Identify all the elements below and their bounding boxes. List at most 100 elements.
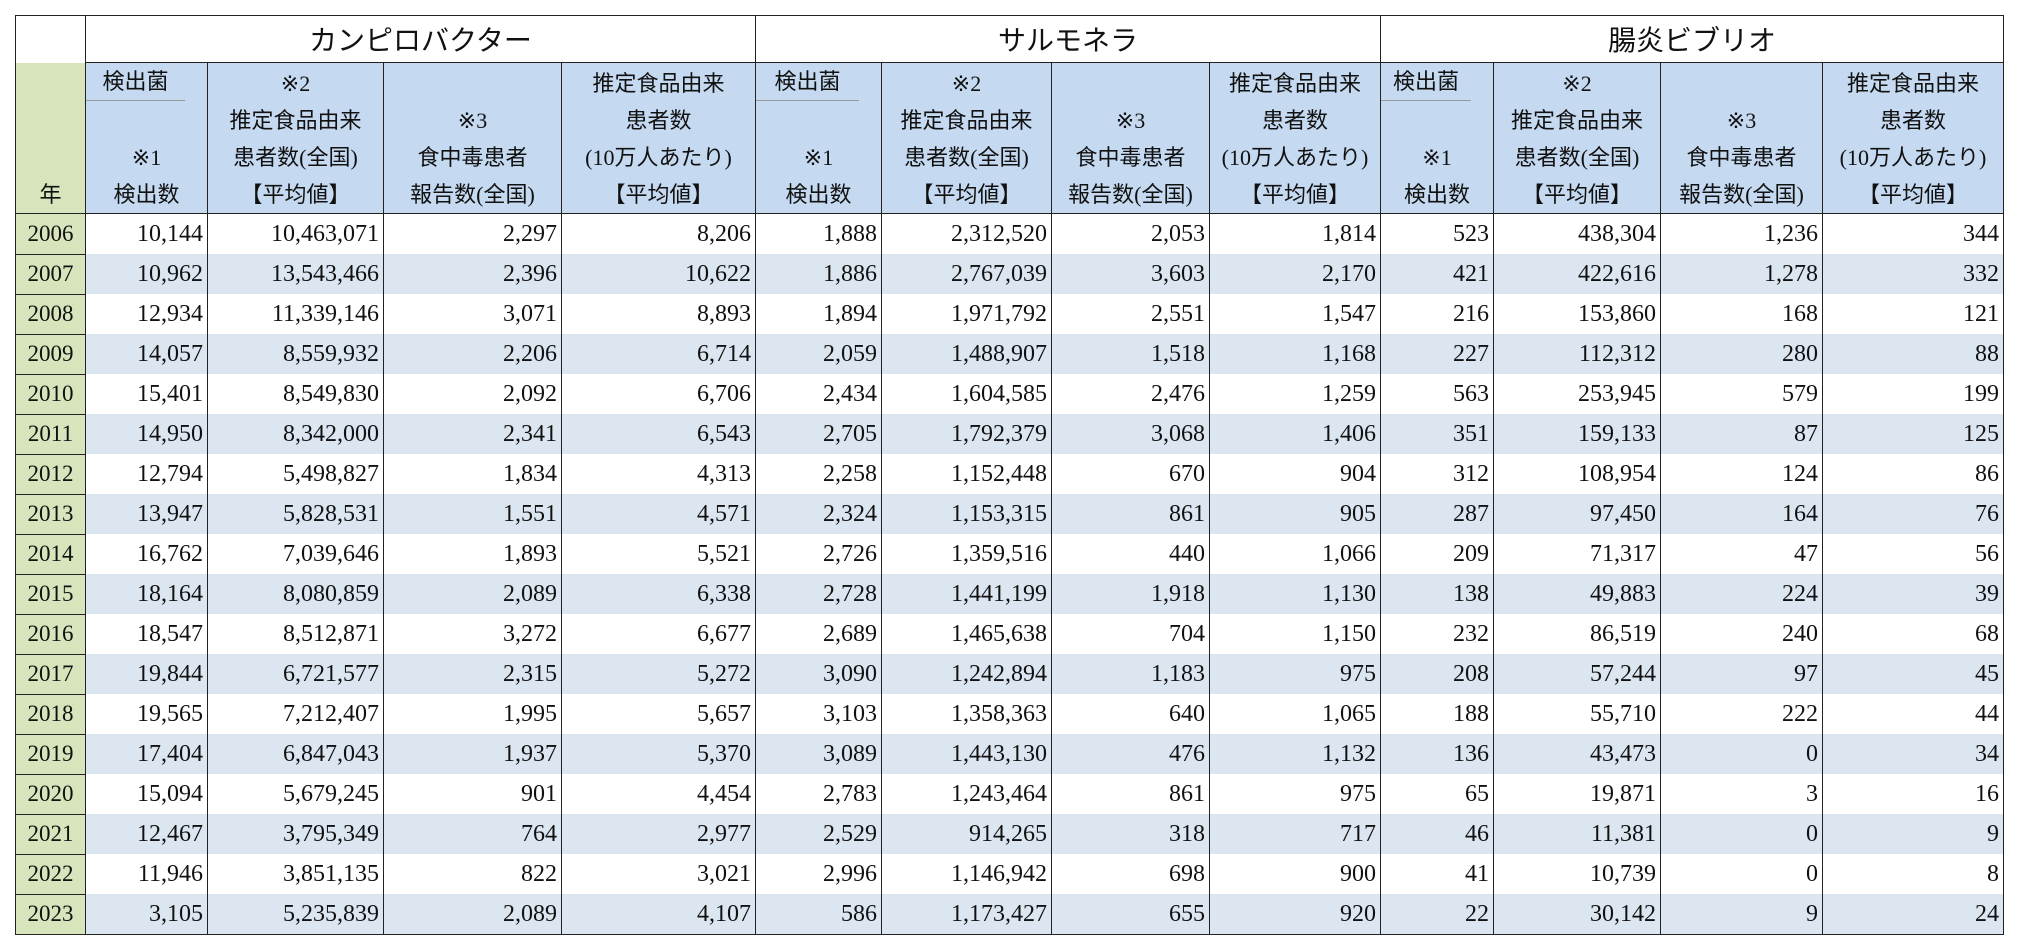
value-cell: 2,689 [755,614,882,654]
value-cell: 6,338 [561,574,756,614]
header-line: 推定食品由来 [229,108,362,133]
header-line: 報告数(全国) [1679,182,1804,207]
value-cell: 1,937 [383,734,562,774]
value-cell: 1,153,315 [881,494,1052,534]
value-cell: 17,404 [85,734,208,774]
value-cell: 8,342,000 [207,414,384,454]
value-cell: 3,089 [755,734,882,774]
column-header: ※2 推定食品由来 患者数(全国) 【平均値】 [207,62,384,214]
value-cell: 41 [1380,854,1494,894]
value-cell: 2,434 [755,374,882,414]
value-cell: 5,370 [561,734,756,774]
column-header: ※3 食中毒患者 報告数(全国) [1660,62,1823,214]
year-cell: 2007 [15,253,86,295]
header-lines: 推定食品由来 患者数 (10万人あたり) 【平均値】 [1823,63,2003,213]
header-line: 【平均値】 [240,182,351,207]
header-line: 食中毒患者 [1686,145,1797,170]
value-cell: 6,543 [561,414,756,454]
value-cell: 9 [1822,814,2004,854]
value-cell: 12,934 [85,294,208,334]
header-line: 【平均値】 [603,182,714,207]
data-row: 2011 14,950 8,342,000 2,341 6,543 2,705 1,792,… [15,413,2004,455]
column-header: 推定食品由来 患者数 (10万人あたり) 【平均値】 [1209,62,1381,214]
value-cell: 97 [1660,654,1823,694]
header-line: ※3 [1115,108,1146,133]
value-cell: 1,406 [1209,414,1381,454]
value-cell: 438,304 [1493,213,1661,254]
value-cell: 1,888 [755,213,882,254]
value-cell: 65 [1380,774,1494,814]
value-cell: 4,454 [561,774,756,814]
value-cell: 7,212,407 [207,694,384,734]
value-cell: 1,132 [1209,734,1381,774]
value-cell: 0 [1660,814,1823,854]
header-line: 食中毒患者 [417,145,528,170]
header-lines: ※2 推定食品由来 患者数(全国) 【平均値】 [1494,63,1660,213]
value-cell: 12,467 [85,814,208,854]
value-cell: 30,142 [1493,894,1661,935]
value-cell: 8,559,932 [207,334,384,374]
value-cell: 1,971,792 [881,294,1052,334]
value-cell: 18,547 [85,614,208,654]
value-cell: 7,039,646 [207,534,384,574]
value-cell: 3,068 [1051,414,1210,454]
header-line: 患者数 [625,108,692,133]
value-cell: 318 [1051,814,1210,854]
header-line: 推定食品由来 [592,71,725,96]
header-line: 推定食品由来 [1846,71,1979,96]
value-cell: 8 [1822,854,2004,894]
header-line: 検出菌 [86,63,185,101]
year-cell: 2022 [15,853,86,895]
value-cell: 159,133 [1493,414,1661,454]
value-cell: 640 [1051,694,1210,734]
value-cell: 13,947 [85,494,208,534]
value-cell: 138 [1380,574,1494,614]
value-cell: 2,059 [755,334,882,374]
value-cell: 19,844 [85,654,208,694]
value-cell: 3,071 [383,294,562,334]
value-cell: 2,312,520 [881,213,1052,254]
header-lines: ※2 推定食品由来 患者数(全国) 【平均値】 [208,63,383,213]
year-cell: 2013 [15,493,86,535]
value-cell: 227 [1380,334,1494,374]
value-cell: 1,146,942 [881,854,1052,894]
value-cell: 8,893 [561,294,756,334]
header-line: 【平均値】 [1857,182,1968,207]
data-row: 2014 16,762 7,039,646 1,893 5,521 2,726 1,359,… [15,533,2004,575]
data-row: 2007 10,962 13,543,466 2,396 10,622 1,886 2,76… [15,253,2004,295]
value-cell: 2,297 [383,213,562,254]
value-cell: 2,341 [383,414,562,454]
year-cell: 2012 [15,453,86,495]
data-row: 2010 15,401 8,549,830 2,092 6,706 2,434 1,604,… [15,373,2004,415]
value-cell: 12,794 [85,454,208,494]
value-cell: 1,465,638 [881,614,1052,654]
value-cell: 901 [383,774,562,814]
value-cell: 15,401 [85,374,208,414]
value-cell: 698 [1051,854,1210,894]
value-cell: 88 [1822,334,2004,374]
value-cell: 136 [1380,734,1494,774]
value-cell: 287 [1380,494,1494,534]
value-cell: 1,173,427 [881,894,1052,935]
value-cell: 1,066 [1209,534,1381,574]
value-cell: 4,313 [561,454,756,494]
header-line: ※1 [803,145,834,170]
value-cell: 13,543,466 [207,254,384,294]
value-cell: 861 [1051,494,1210,534]
value-cell: 1,243,464 [881,774,1052,814]
column-header: 検出菌 ※1 検出数 [1380,62,1494,214]
header-lines: ※2 推定食品由来 患者数(全国) 【平均値】 [882,63,1051,213]
value-cell: 655 [1051,894,1210,935]
value-cell: 3,603 [1051,254,1210,294]
value-cell: 2,728 [755,574,882,614]
value-cell: 6,677 [561,614,756,654]
value-cell: 1,183 [1051,654,1210,694]
value-cell: 1,441,199 [881,574,1052,614]
column-header: ※3 食中毒患者 報告数(全国) [383,62,562,214]
value-cell: 46 [1380,814,1494,854]
value-cell: 476 [1051,734,1210,774]
value-cell: 1,359,516 [881,534,1052,574]
value-cell: 34 [1822,734,2004,774]
value-cell: 86 [1822,454,2004,494]
value-cell: 1,918 [1051,574,1210,614]
